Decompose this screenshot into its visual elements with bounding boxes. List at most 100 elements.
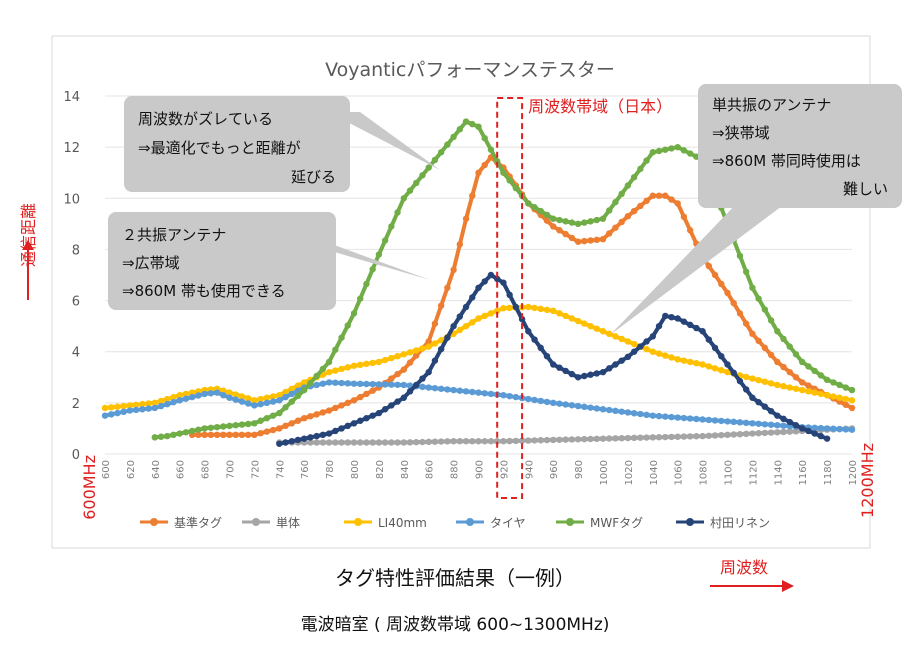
series-point (294, 417, 302, 424)
legend-label: 村田リネン (710, 516, 770, 530)
series-point (724, 431, 731, 439)
series-point (481, 161, 488, 169)
series-point (680, 414, 688, 422)
series-point (550, 307, 557, 314)
series-point (500, 438, 507, 445)
series-point (568, 436, 576, 443)
series-point (269, 398, 277, 405)
series-point (531, 396, 538, 404)
series-point (593, 216, 600, 224)
series-point (581, 320, 588, 327)
x-tick-label: 1000 (599, 460, 610, 485)
series-point (693, 360, 700, 367)
svg-text:⇒狭帯域: ⇒狭帯域 (712, 124, 770, 142)
series-point (238, 431, 246, 439)
series-point (693, 153, 700, 160)
series-point (151, 404, 158, 412)
series-point (350, 439, 358, 446)
series-point (655, 412, 663, 420)
series-point (711, 365, 719, 372)
series-point (307, 439, 314, 446)
series-point (506, 291, 513, 299)
series-point (475, 169, 482, 176)
series-point (686, 150, 694, 157)
series-point (842, 401, 849, 408)
x-tick-label: 820 (375, 460, 386, 479)
series-point (730, 299, 737, 307)
series-point (350, 397, 358, 404)
series-point (394, 398, 401, 405)
series-point (562, 436, 569, 443)
series-point (232, 431, 239, 439)
series-point (506, 304, 513, 312)
series-point (599, 236, 607, 243)
series-point (431, 438, 439, 445)
y-axis-label: 通信距離 (19, 203, 38, 267)
series-point (425, 368, 432, 376)
series-point (456, 126, 464, 133)
series-point (643, 338, 650, 345)
series-point (568, 315, 576, 322)
series-point (263, 394, 271, 401)
series-point (674, 143, 681, 151)
series-point (437, 337, 445, 344)
chart-title: Voyanticパフォーマンステスター (325, 59, 615, 81)
series-point (357, 361, 364, 369)
series-point (556, 436, 563, 443)
series-point (755, 376, 762, 384)
series-point (662, 433, 669, 441)
series-point (182, 395, 190, 402)
series-point (718, 367, 725, 374)
series-point (394, 209, 401, 216)
series-point (587, 404, 594, 411)
series-point (462, 215, 470, 222)
series-point (220, 387, 227, 394)
series-point (699, 328, 706, 335)
series-point (350, 310, 358, 317)
series-point (369, 387, 376, 394)
series-point (108, 404, 115, 411)
series-point (543, 211, 551, 219)
svg-text:⇒860M 帯も使用できる: ⇒860M 帯も使用できる (122, 282, 286, 300)
series-point (823, 435, 831, 442)
series-point (431, 384, 439, 392)
series-point (462, 438, 470, 445)
series-point (587, 371, 594, 378)
series-point (630, 340, 638, 348)
series-point (550, 223, 557, 230)
series-point (406, 388, 414, 395)
series-point (307, 434, 314, 441)
series-point (157, 397, 165, 405)
series-point (301, 435, 308, 442)
series-point (599, 435, 607, 442)
series-point (755, 420, 762, 427)
series-point (574, 402, 582, 410)
svg-text:⇒広帯域: ⇒広帯域 (122, 254, 180, 272)
series-point (581, 237, 588, 245)
series-point (276, 391, 283, 399)
series-point (363, 439, 370, 446)
series-point (556, 227, 563, 234)
series-単体 (276, 425, 856, 446)
series-point (350, 420, 358, 427)
series-point (437, 302, 445, 309)
series-point (842, 384, 849, 391)
x-tick-label: 940 (524, 460, 535, 479)
series-point (842, 395, 849, 403)
series-point (693, 415, 700, 423)
series-point (182, 390, 190, 398)
series-point (487, 310, 495, 317)
x-tick-label: 660 (176, 460, 187, 479)
series-point (680, 357, 688, 364)
svg-text:延びる: 延びる (291, 168, 336, 186)
series-point (711, 432, 719, 439)
series-point (244, 395, 252, 402)
series-point (425, 438, 432, 446)
series-point (400, 381, 407, 389)
series-point (244, 420, 252, 428)
series-point (388, 354, 395, 362)
series-point (475, 123, 482, 130)
series-point (655, 147, 663, 155)
series-point (848, 397, 856, 404)
series-point (755, 295, 762, 302)
